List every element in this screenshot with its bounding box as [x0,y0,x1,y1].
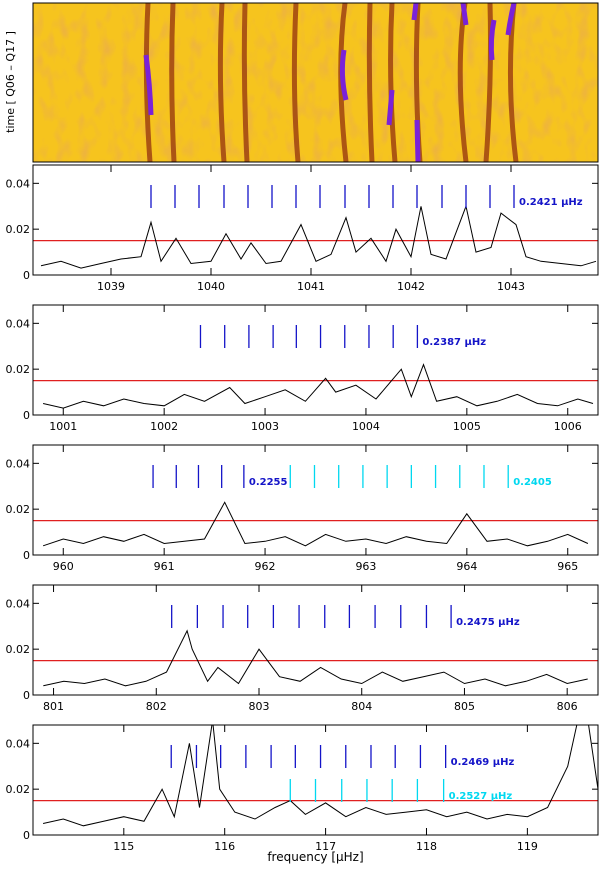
y-tick-label: 0.02 [6,783,31,796]
panel-frame [32,164,599,276]
y-tick-label: 0.04 [6,317,31,330]
x-axis-label: frequency [μHz] [267,850,363,864]
x-tick-label: 1006 [554,420,582,433]
x-tick-label: 965 [557,560,578,573]
plot-area [33,605,598,687]
y-tick-label: 0.02 [6,643,31,656]
spectrogram-frame [32,2,599,163]
x-tick-label: 117 [315,840,336,853]
panel-frame [32,724,599,836]
plot-area [33,465,598,547]
x-tick-label: 801 [43,700,64,713]
comb-label: 0.2405 [513,477,552,488]
y-axis-label: time [ Q06 – Q17 ] [4,31,17,133]
x-tick-label: 1003 [251,420,279,433]
x-tick-label: 961 [154,560,175,573]
x-tick-label: 115 [113,840,134,853]
y-tick-label: 0.04 [6,457,31,470]
x-tick-label: 1042 [397,280,425,293]
x-tick-label: 1039 [97,280,125,293]
x-tick-label: 1001 [49,420,77,433]
y-tick-label: 0 [23,409,30,422]
panel-frame [32,444,599,556]
x-tick-label: 802 [146,700,167,713]
x-tick-label: 963 [355,560,376,573]
y-tick-label: 0.02 [6,503,31,516]
y-tick-label: 0 [23,689,30,702]
y-tick-label: 0.02 [6,363,31,376]
comb-label: 0.2527 μHz [449,791,513,802]
power-spectrum [42,725,598,827]
x-tick-label: 1005 [453,420,481,433]
y-tick-label: 0 [23,829,30,842]
x-tick-label: 118 [416,840,437,853]
x-tick-label: 1004 [352,420,380,433]
comb-label: 0.2469 μHz [451,757,515,768]
y-tick-label: 0.04 [6,597,31,610]
x-tick-label: 1041 [297,280,325,293]
panel-frame [32,304,599,416]
x-tick-label: 1002 [150,420,178,433]
power-spectrum [42,501,589,547]
comb-label: 0.2255 [249,477,288,488]
plot-area [33,325,598,409]
spectrogram [33,3,598,162]
x-tick-label: 803 [249,700,270,713]
power-spectrum [43,629,588,687]
y-tick-label: 0 [23,549,30,562]
y-tick-label: 0.04 [6,177,31,190]
x-tick-label: 1043 [497,280,525,293]
x-tick-label: 806 [557,700,578,713]
x-tick-label: 804 [351,700,372,713]
comb-label: 0.2387 μHz [422,337,486,348]
power-spectrum [42,363,594,409]
x-tick-label: 962 [255,560,276,573]
panel-frame [32,584,599,696]
power-spectrum [40,204,597,269]
x-tick-label: 964 [456,560,477,573]
plot-area [33,185,598,269]
y-tick-label: 0.02 [6,223,31,236]
x-tick-label: 116 [214,840,235,853]
comb-label: 0.2421 μHz [519,197,583,208]
x-tick-label: 119 [517,840,538,853]
x-tick-label: 960 [53,560,74,573]
x-tick-label: 805 [454,700,475,713]
comb-label: 0.2475 μHz [456,617,520,628]
y-tick-label: 0 [23,269,30,282]
y-tick-label: 0.04 [6,737,31,750]
x-tick-label: 1040 [197,280,225,293]
plot-area [33,725,598,827]
